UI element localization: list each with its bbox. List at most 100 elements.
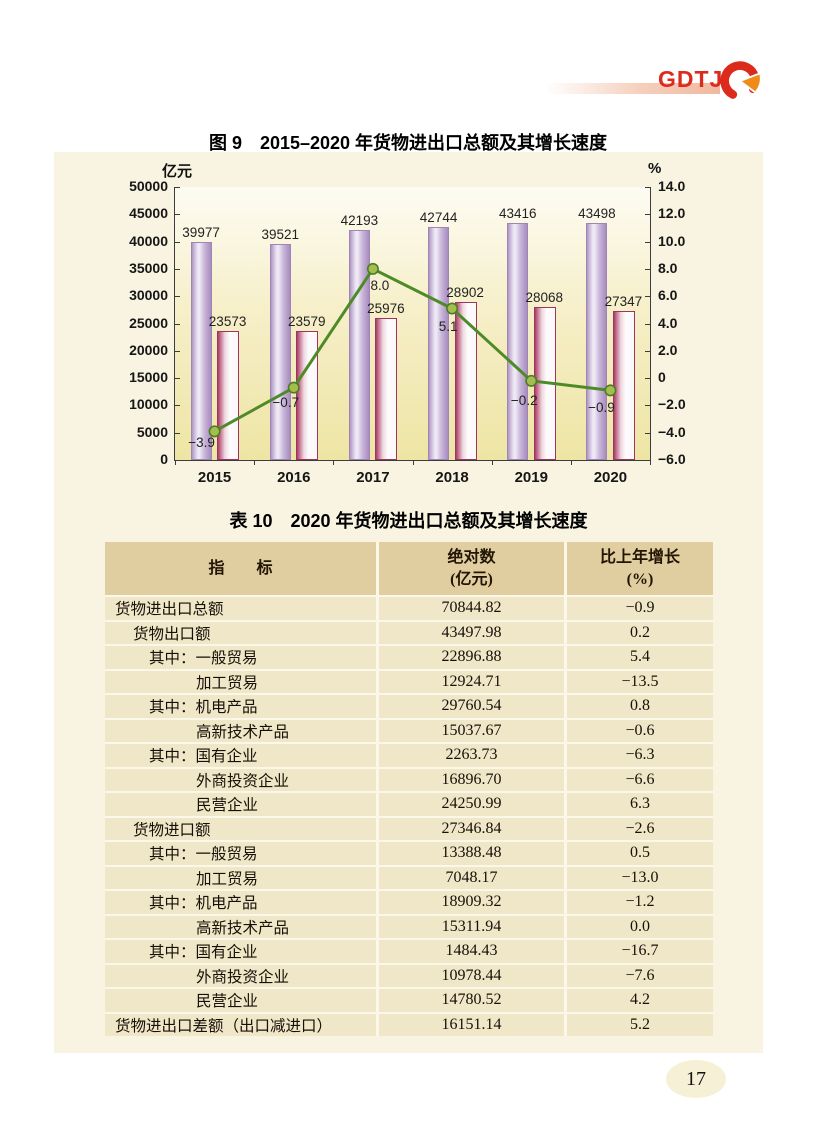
growth-value-cell: −13.0 [564,866,713,889]
y-axis-tick-label: 50000 [129,178,168,194]
absolute-value-cell: 15037.67 [376,719,564,742]
absolute-column-header: 绝对数 (亿元) [376,542,564,595]
import-bar-2016 [296,331,319,460]
secondary-axis-tick-label: 8.0 [658,259,678,276]
secondary-axis-tick-label: 4.0 [658,314,678,331]
y-axis-tick-label: 25000 [129,314,168,331]
growth-value-label: 5.1 [438,319,458,335]
y-axis-tick-label: 0 [160,451,168,467]
secondary-axis-tick [645,460,650,461]
x-axis-category-label: 2018 [435,469,469,486]
indicator-cell: 其中：机电产品 [149,699,258,717]
export-bar-2019 [507,222,529,460]
y-axis-tick [175,323,180,325]
y-axis-tick [175,432,180,434]
secondary-axis-tick-label: 0 [658,369,666,386]
absolute-header-line1: 绝对数 [447,548,496,566]
import-value-label: 23573 [208,314,247,330]
table-row: 民营企业 24250.99 6.3 [105,791,713,816]
page-number-badge: 17 [666,1060,726,1098]
absolute-value-cell: 18909.32 [376,891,564,914]
x-axis-tick [412,460,414,465]
growth-value-cell: −16.7 [564,940,713,963]
indicator-cell: 加工贸易 [196,870,259,888]
growth-value-cell: 5.2 [564,1013,713,1036]
absolute-value-cell: 13388.48 [376,842,564,865]
growth-value-cell: 4.2 [564,989,713,1012]
indicator-cell: 其中：一般贸易 [149,846,258,864]
growth-value-cell: 0.5 [564,842,713,865]
export-bar-2016 [269,244,291,460]
y-axis-tick [175,187,180,188]
left-axis-unit-label: 亿元 [162,163,193,180]
growth-value-cell: −1.2 [564,891,713,914]
export-bar-2015 [190,241,212,460]
growth-header-line2: (%) [626,570,654,588]
y-axis-line [174,187,175,461]
growth-value-cell: −7.6 [564,964,713,987]
import-value-label: 23579 [287,314,326,330]
secondary-axis-tick [645,214,650,216]
table-row: 其中：国有企业 2263.73 −6.3 [105,742,713,767]
absolute-value-cell: 24250.99 [376,793,564,816]
growth-value-cell: −2.6 [564,817,713,840]
secondary-axis-tick [645,432,650,434]
y-axis-tick [175,460,180,461]
table-row: 外商投资企业 10978.44 −7.6 [105,962,713,987]
secondary-axis-tick-label: 2.0 [658,341,678,358]
absolute-value-cell: 22896.88 [376,646,564,669]
brand-logo-text: GDTJ [658,66,724,92]
export-value-label: 39521 [261,227,300,243]
growth-value-cell: −0.9 [564,597,713,620]
secondary-axis-tick-label: −4.0 [658,423,686,440]
growth-value-cell: −6.3 [564,744,713,767]
table-title: 表 10 2020 年货物进出口总额及其增长速度 [229,511,588,531]
right-axis-unit-label: % [648,160,662,177]
secondary-axis-tick [645,241,650,243]
growth-point-marker [208,425,221,438]
import-value-label: 25976 [367,301,405,317]
growth-point-marker [604,384,617,397]
export-value-label: 42744 [419,209,458,225]
secondary-axis-tick-label: 14.0 [658,178,686,194]
absolute-value-cell: 43497.98 [376,621,564,644]
growth-value-label: −0.2 [510,392,538,408]
y-axis-tick-label: 40000 [129,232,168,249]
y-axis-tick [175,268,180,270]
growth-point-marker [525,374,538,387]
absolute-value-cell: 2263.73 [376,744,564,767]
indicator-cell: 其中：国有企业 [149,944,258,962]
figure-title: 图 9 2015–2020 年货物进出口总额及其增长速度 [208,133,608,153]
indicator-column-header: 指 标 [105,542,376,595]
table-row: 加工贸易 12924.71 −13.5 [105,668,713,693]
secondary-axis-tick [645,296,650,298]
indicator-cell: 货物出口额 [133,625,211,643]
growth-value-cell: 0.8 [564,695,713,718]
indicator-cell: 民营企业 [196,993,259,1011]
growth-value-cell: 0.2 [564,621,713,644]
indicator-cell: 外商投资企业 [196,772,290,790]
export-value-label: 43498 [578,205,616,221]
growth-value-label: −0.7 [272,394,300,410]
y-axis-tick [175,296,180,298]
growth-point-marker [366,262,379,275]
table-header-row: 指 标 绝对数 (亿元) 比上年增长 (%) [105,542,713,595]
export-bar-2018 [428,226,450,460]
y-axis-tick-label: 20000 [129,341,168,358]
x-axis-category-label: 2017 [356,469,390,486]
import-value-label: 28902 [446,285,484,301]
import-bar-2017 [375,318,398,460]
import-value-label: 28068 [525,289,564,305]
import-bar-2018 [454,302,477,460]
secondary-axis-tick-label: 6.0 [658,287,678,304]
table-row: 货物进口额 27346.84 −2.6 [105,815,713,840]
brand-swirl-icon [720,61,762,101]
x-axis-category-label: 2015 [197,469,232,486]
secondary-axis-tick [645,378,650,380]
table10: 指 标 绝对数 (亿元) 比上年增长 (%) 货物进出口总额 70844.82 −0… [105,542,713,1036]
y-axis-tick [175,214,180,216]
indicator-cell: 其中：机电产品 [149,895,258,913]
absolute-value-cell: 16896.70 [376,768,564,791]
table-row: 外商投资企业 16896.70 −6.6 [105,766,713,791]
